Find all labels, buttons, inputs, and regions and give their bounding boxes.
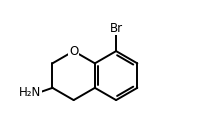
Text: Br: Br [110, 22, 123, 35]
Text: O: O [69, 45, 78, 58]
Text: H₂N: H₂N [19, 86, 42, 99]
